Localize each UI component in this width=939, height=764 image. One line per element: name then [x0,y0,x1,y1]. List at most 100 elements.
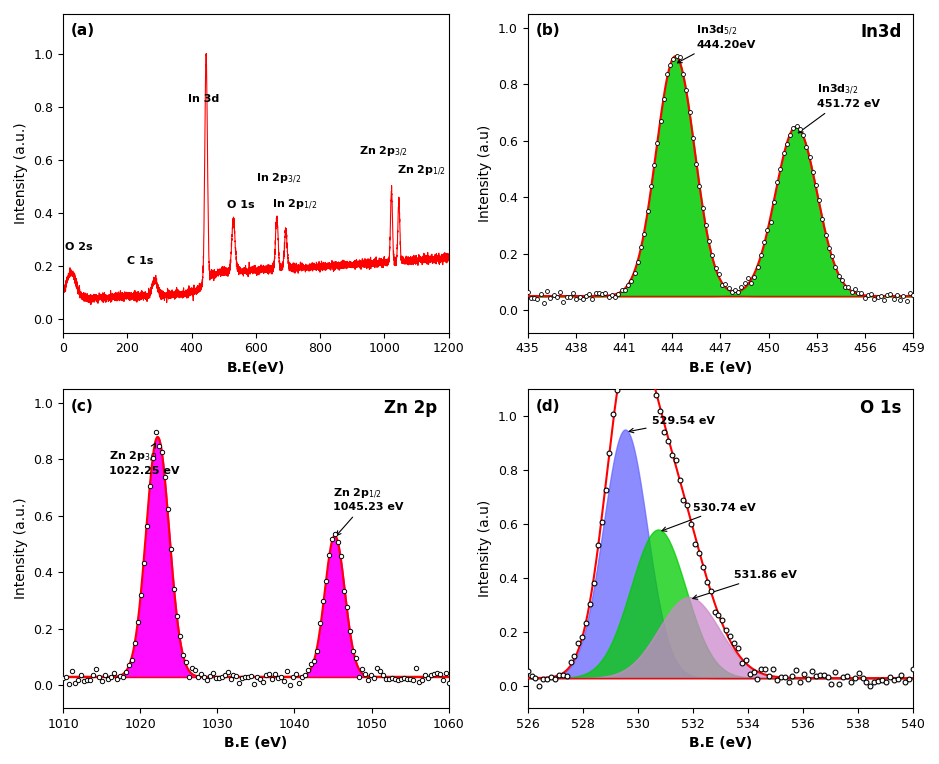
Point [316,594,331,607]
Point [679,84,694,96]
Point [348,652,363,664]
Point [808,670,824,682]
Point [571,637,586,649]
Point [762,670,777,682]
Point [91,671,106,683]
Point [696,561,711,573]
Point [629,331,644,343]
Point [70,674,85,686]
Point [594,288,609,300]
Point [839,669,854,681]
Point [85,668,100,681]
Point [781,676,796,688]
Text: (b): (b) [535,24,560,38]
Point [808,179,824,191]
Point [83,674,98,686]
X-axis label: B.E (eV): B.E (eV) [689,361,752,375]
Point [816,669,831,681]
Point [575,631,590,643]
Text: Zn 2p: Zn 2p [384,399,437,416]
Point [851,667,866,679]
Point [886,675,901,687]
Point [193,668,208,681]
Point [647,159,662,171]
Point [241,671,256,683]
Point [217,669,232,681]
Text: Zn 2p$_{3/2}$: Zn 2p$_{3/2}$ [359,145,408,159]
Point [388,672,403,685]
Point [905,663,920,675]
Point [645,377,660,389]
Point [692,180,707,192]
Text: O 2s: O 2s [65,242,92,252]
Point [333,550,348,562]
Point [527,292,542,304]
Point [366,672,381,684]
Point [208,672,223,685]
Point [118,665,133,678]
Point [295,671,310,683]
Point [435,674,450,686]
Text: (d): (d) [535,399,560,413]
Point [238,671,253,683]
Point [815,212,830,225]
Point [313,617,328,630]
Point [547,673,562,685]
Point [520,286,535,298]
Point [235,672,250,685]
Point [824,251,839,263]
Point [113,669,128,681]
Point [232,677,247,689]
Point [818,228,833,241]
Point [806,166,821,178]
Point [782,128,797,141]
Text: O 1s: O 1s [860,399,901,416]
Point [121,659,136,671]
Point [828,261,843,273]
Point [533,287,548,299]
Point [653,405,668,417]
Point [663,59,678,71]
Point [292,678,307,690]
Point [523,292,538,304]
Point [796,668,811,681]
Point [723,630,738,643]
Point [715,613,730,626]
Point [106,666,121,678]
Point [110,673,125,685]
Point [707,606,722,618]
Point [843,675,858,688]
Point [563,656,578,668]
Text: 529.54 eV: 529.54 eV [629,416,715,432]
Point [280,665,295,678]
Point [832,678,847,690]
Point [634,241,649,254]
Point [582,288,597,300]
Point [223,673,238,685]
Point [695,202,710,214]
Point [226,669,241,681]
Point [569,293,584,306]
Point [703,584,718,597]
Point [670,50,685,63]
Point [65,665,80,678]
Point [611,288,626,300]
Y-axis label: Intensity (a.u): Intensity (a.u) [478,125,492,222]
Point [649,389,664,401]
Point [650,137,665,149]
Point [741,272,756,284]
Point [844,286,859,299]
Point [847,283,862,296]
Point [770,176,785,189]
Point [214,671,229,683]
Point [115,671,131,683]
Point [699,219,714,231]
Text: (a): (a) [70,24,95,38]
Point [617,284,632,296]
Text: Zn 2p$_{1/2}$: Zn 2p$_{1/2}$ [397,163,446,178]
Point [543,292,558,304]
Point [717,277,732,290]
Point [680,499,695,511]
Point [355,663,370,675]
Point [166,583,181,595]
